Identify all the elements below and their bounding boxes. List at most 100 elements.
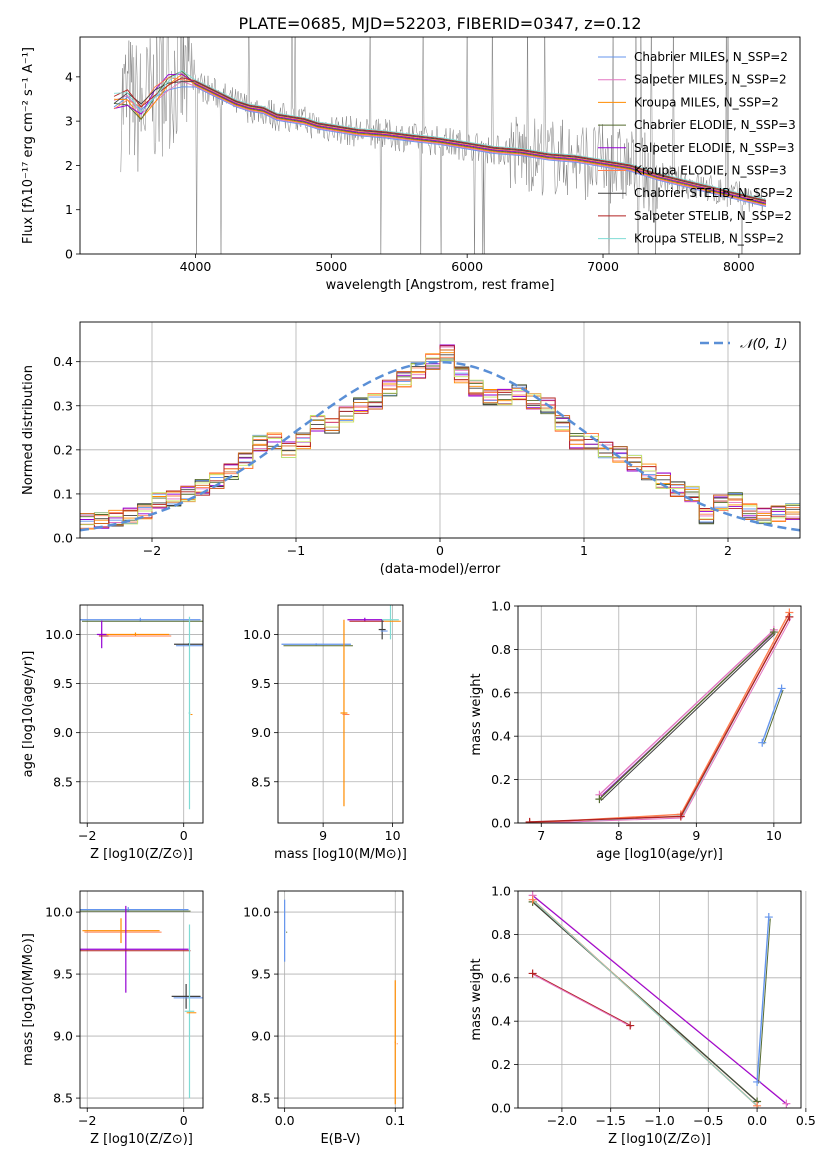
y-tick-label: 10.0	[45, 905, 73, 920]
y-axis-label: Flux [fλ10⁻¹⁷ erg cm⁻² s⁻¹ A⁻¹]	[21, 47, 36, 244]
point-marker	[764, 913, 773, 922]
model-spectrum-line	[113, 86, 767, 208]
legend-label: 𝒩(0, 1)	[740, 337, 787, 352]
model-spectrum-line	[113, 73, 767, 204]
x-tick-label: 2	[724, 543, 732, 558]
x-axis-label: age [log10(age/yr)]	[596, 847, 723, 862]
x-tick-label: 0.5	[796, 1113, 816, 1128]
legend-label: Chabrier STELIB, N_SSP=2	[634, 186, 793, 200]
plot-area	[278, 605, 403, 823]
legend-label: Kroupa MILES, N_SSP=2	[634, 95, 779, 109]
y-tick-label: 3	[65, 114, 73, 129]
y-tick-label: 0.4	[53, 354, 73, 369]
y-axis-label: mass [log10(M/M⊙)]	[21, 933, 36, 1066]
y-tick-label: 10.0	[243, 905, 271, 920]
series-line	[531, 618, 792, 823]
y-tick-label: 1.0	[491, 884, 511, 899]
series-line	[532, 972, 631, 1027]
x-axis-label: mass [log10(M/M⊙)]	[274, 847, 407, 862]
point-marker	[785, 612, 794, 621]
y-tick-label: 2	[65, 158, 73, 173]
y-tick-label: 0.6	[491, 970, 511, 985]
x-axis-label: Z [log10(Z/Z⊙)]	[90, 847, 193, 862]
data-layer	[284, 899, 398, 1105]
axes-frame	[277, 890, 404, 1109]
y-tick-label: 9.0	[251, 725, 271, 740]
x-tick-label: 6000	[451, 259, 483, 274]
y-tick-label: 9.5	[53, 676, 73, 691]
y-tick-label: 0.2	[53, 442, 73, 457]
x-tick-label: −2	[78, 828, 96, 843]
point-marker	[769, 628, 778, 637]
plot-area	[80, 891, 203, 1108]
panel-spectrum: Chabrier MILES, N_SSP=2 Salpeter MILES, N…	[21, 36, 801, 293]
y-tick-label: 0.8	[491, 642, 511, 657]
x-tick-label: −0.5	[693, 1113, 723, 1128]
x-tick-label: −2	[143, 543, 161, 558]
model-spectrum-line	[113, 80, 767, 207]
point-marker	[782, 1099, 791, 1108]
x-tick-label: −1.5	[596, 1113, 626, 1128]
figure-title: PLATE=0685, MJD=52203, FIBERID=0347, z=0…	[238, 14, 641, 33]
series-line	[600, 633, 776, 801]
y-tick-label: 0.0	[491, 816, 511, 831]
y-tick-label: 9.0	[53, 725, 73, 740]
x-tick-label: 10	[766, 828, 782, 843]
legend-label: Salpeter STELIB, N_SSP=2	[634, 209, 792, 223]
y-tick-label: 9.0	[53, 1029, 73, 1044]
y-tick-label: 0.8	[491, 927, 511, 942]
legend-label: Salpeter MILES, N_SSP=2	[634, 73, 787, 87]
y-tick-label: 0.4	[491, 1014, 511, 1029]
x-tick-label: 0.0	[747, 1113, 767, 1128]
model-spectrum-line	[113, 70, 767, 205]
y-tick-label: 8.5	[251, 774, 271, 789]
y-tick-label: 9.0	[251, 1029, 271, 1044]
model-spectrum-line	[113, 77, 767, 201]
x-tick-label: −1	[287, 543, 305, 558]
legend: Chabrier MILES, N_SSP=2 Salpeter MILES, N…	[598, 50, 796, 246]
x-tick-label: 0.1	[385, 1113, 405, 1128]
series-line	[598, 629, 775, 796]
legend-label: Chabrier ELODIE, N_SSP=3	[634, 118, 796, 132]
y-tick-label: 0.0	[53, 531, 73, 546]
legend-label: Kroupa STELIB, N_SSP=2	[634, 232, 784, 246]
y-tick-label: 9.5	[53, 967, 73, 982]
plot-area	[518, 606, 801, 823]
data-layer	[80, 616, 203, 810]
point-marker	[777, 684, 786, 693]
x-tick-label: 8000	[723, 259, 755, 274]
y-tick-label: 10.0	[243, 627, 271, 642]
legend: 𝒩(0, 1)	[700, 337, 787, 352]
series-line	[533, 974, 632, 1028]
panel-residuals: 𝒩(0, 1) −2 −1 0 1 2 0.0 0.1 0.2 0.3 0.4 (data-model…	[21, 321, 801, 577]
data-layer	[80, 344, 800, 538]
y-tick-label: 0.2	[491, 772, 511, 787]
axes-frame	[79, 604, 204, 824]
model-spectrum-line	[113, 81, 767, 202]
y-tick-label: 0.3	[53, 398, 73, 413]
point-marker	[626, 1021, 635, 1030]
histogram-step	[80, 349, 800, 538]
legend-label: Chabrier MILES, N_SSP=2	[634, 50, 788, 64]
series-line	[598, 631, 775, 800]
panel-age_vs_mass: 9 10 8.5 9.0 9.5 10.0 mass [log10(M/M⊙)]	[243, 604, 407, 862]
y-tick-label: 8.5	[53, 1091, 73, 1106]
x-axis-label: wavelength [Angstrom, rest frame]	[326, 278, 555, 293]
y-axis-label: age [log10(age/yr)]	[21, 651, 36, 778]
x-axis-label: (data-model)/error	[380, 562, 501, 577]
y-axis-label: mass weight	[469, 673, 484, 755]
y-tick-label: 0.4	[491, 729, 511, 744]
x-axis-label: Z [log10(Z/Z⊙)]	[608, 1132, 711, 1147]
axes-frame	[79, 890, 204, 1109]
y-tick-label: 0.2	[491, 1057, 511, 1072]
plot-area	[278, 891, 403, 1108]
panel-mass_vs_Z: −2 0 8.5 9.0 9.5 10.0 Z [log10(Z/Z⊙)] mass [log…	[21, 890, 204, 1147]
normal-distribution-line	[80, 360, 800, 532]
panel-weight_vs_age: 7 8 9 10 0.0 0.2 0.4 0.6 0.8 1.0 age [log10(age/yr…	[469, 599, 802, 862]
x-axis-label: Z [log10(Z/Z⊙)]	[90, 1132, 193, 1147]
x-tick-label: 4000	[180, 259, 212, 274]
panel-weight_vs_Z: −2.0 −1.5 −1.0 −0.5 0.0 0.5 0.0 0.2 0.4 0.6 0.8 1.0…	[469, 884, 816, 1148]
x-tick-label: 0	[180, 1113, 188, 1128]
point-marker	[528, 969, 537, 978]
